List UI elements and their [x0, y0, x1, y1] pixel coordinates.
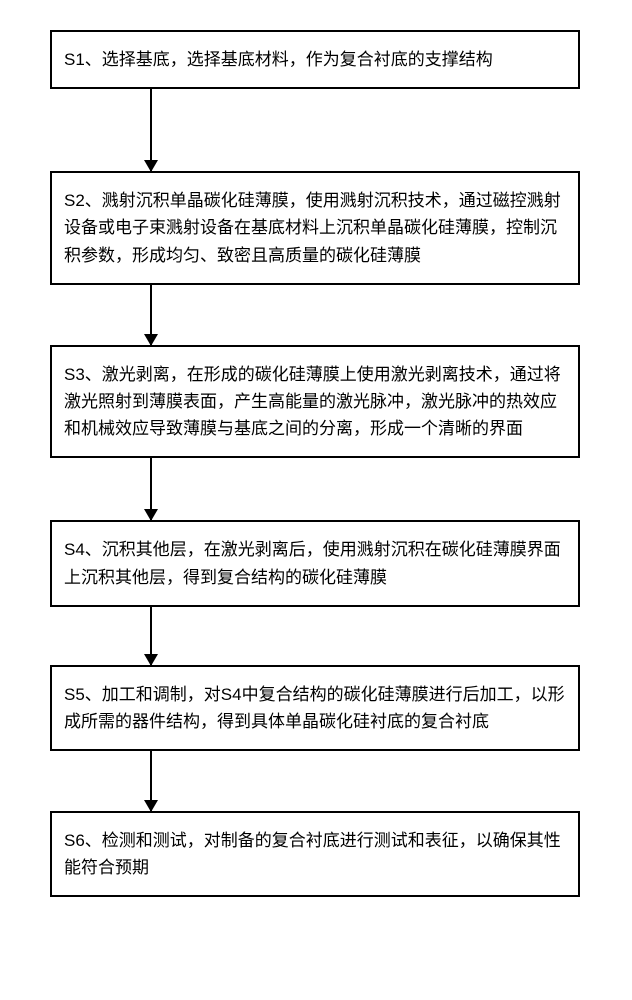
- arrow-wrap: [50, 751, 580, 811]
- arrow-down-icon: [150, 607, 152, 665]
- arrow-down-icon: [150, 285, 152, 345]
- step-text: S3、激光剥离，在形成的碳化硅薄膜上使用激光剥离技术，通过将激光照射到薄膜表面，…: [64, 365, 561, 438]
- step-s6: S6、检测和测试，对制备的复合衬底进行测试和表征，以确保其性能符合预期: [50, 811, 580, 897]
- arrow-down-icon: [150, 89, 152, 171]
- step-text: S6、检测和测试，对制备的复合衬底进行测试和表征，以确保其性能符合预期: [64, 831, 561, 877]
- arrow-wrap: [50, 89, 580, 171]
- step-text: S1、选择基底，选择基底材料，作为复合衬底的支撑结构: [64, 50, 493, 69]
- arrow-wrap: [50, 607, 580, 665]
- step-s1: S1、选择基底，选择基底材料，作为复合衬底的支撑结构: [50, 30, 580, 89]
- step-s2: S2、溅射沉积单晶碳化硅薄膜，使用溅射沉积技术，通过磁控溅射设备或电子束溅射设备…: [50, 171, 580, 285]
- step-s5: S5、加工和调制，对S4中复合结构的碳化硅薄膜进行后加工，以形成所需的器件结构，…: [50, 665, 580, 751]
- step-s3: S3、激光剥离，在形成的碳化硅薄膜上使用激光剥离技术，通过将激光照射到薄膜表面，…: [50, 345, 580, 459]
- arrow-wrap: [50, 458, 580, 520]
- step-text: S4、沉积其他层，在激光剥离后，使用溅射沉积在碳化硅薄膜界面上沉积其他层，得到复…: [64, 540, 561, 586]
- arrow-down-icon: [150, 751, 152, 811]
- step-text: S2、溅射沉积单晶碳化硅薄膜，使用溅射沉积技术，通过磁控溅射设备或电子束溅射设备…: [64, 191, 561, 264]
- flowchart: S1、选择基底，选择基底材料，作为复合衬底的支撑结构 S2、溅射沉积单晶碳化硅薄…: [50, 30, 580, 897]
- step-text: S5、加工和调制，对S4中复合结构的碳化硅薄膜进行后加工，以形成所需的器件结构，…: [64, 685, 565, 731]
- arrow-down-icon: [150, 458, 152, 520]
- arrow-wrap: [50, 285, 580, 345]
- step-s4: S4、沉积其他层，在激光剥离后，使用溅射沉积在碳化硅薄膜界面上沉积其他层，得到复…: [50, 520, 580, 606]
